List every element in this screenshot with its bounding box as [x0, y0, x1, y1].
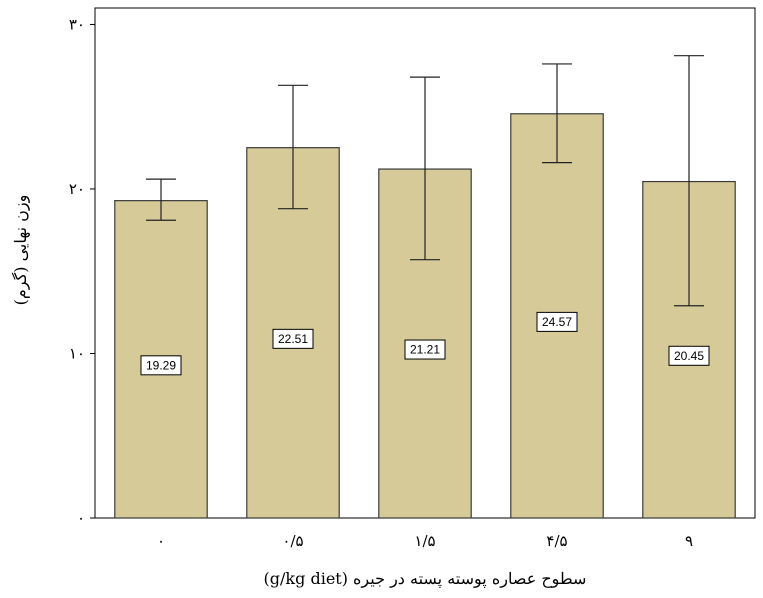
- data-label: 22.51: [278, 332, 308, 346]
- data-label-box: [536, 311, 578, 332]
- data-label-box: [668, 345, 710, 366]
- y-axis-ticks: ۰ ۱۰ ۲۰ ۳۰: [69, 15, 95, 527]
- data-labels-layer: 19.29 22.51 21.21 24.57 20.45: [140, 311, 710, 376]
- y-tick-label: ۲۰: [69, 180, 85, 198]
- error-bars-layer: [146, 55, 704, 307]
- data-label: 24.57: [542, 315, 572, 329]
- y-tick-label: ۳۰: [69, 15, 85, 33]
- x-tick-label: ۰: [157, 532, 165, 550]
- data-label-box: [272, 328, 314, 349]
- data-label-box: [404, 339, 446, 360]
- y-tick-label: ۰: [77, 509, 85, 527]
- y-axis-title: وزن نهایی (گرم): [11, 195, 30, 306]
- data-label: 20.45: [674, 349, 704, 363]
- data-label: 21.21: [410, 343, 440, 357]
- x-tick-label: ۱/۵: [414, 532, 435, 550]
- x-tick-label: ۴/۵: [546, 532, 567, 550]
- x-axis-ticks: ۰ ۰/۵ ۱/۵ ۴/۵ ۹: [157, 532, 693, 550]
- y-tick-label: ۱۰: [69, 344, 85, 362]
- x-axis-title: سطوح عصاره پوسته پسته در جیره (g/kg diet…: [264, 569, 587, 588]
- data-label: 19.29: [146, 358, 176, 372]
- x-tick-label: ۰/۵: [282, 532, 303, 550]
- data-label-box: [140, 355, 182, 376]
- x-tick-label: ۹: [685, 532, 693, 550]
